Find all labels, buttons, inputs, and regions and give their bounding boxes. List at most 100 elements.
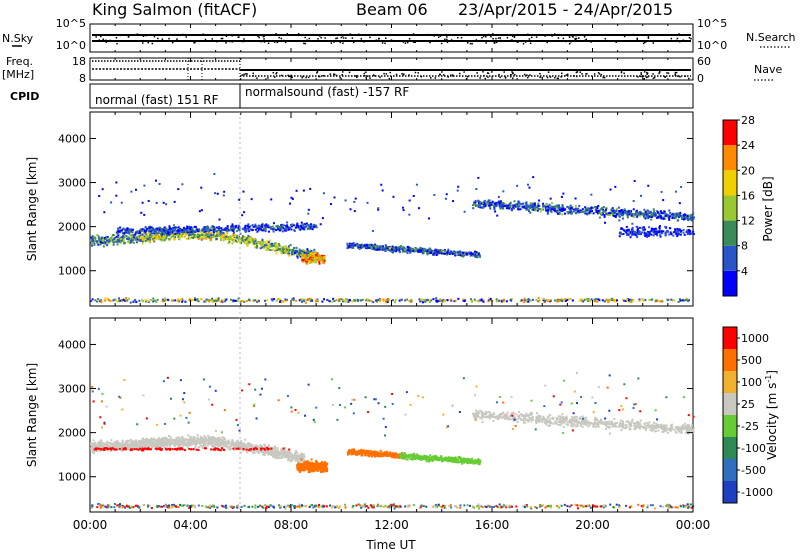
data-cell bbox=[482, 206, 485, 209]
data-cell bbox=[346, 242, 349, 245]
data-cell bbox=[259, 247, 262, 250]
data-cell bbox=[123, 233, 126, 236]
data-cell bbox=[235, 230, 238, 233]
data-cell bbox=[456, 250, 459, 253]
data-cell bbox=[274, 245, 277, 248]
data-cell bbox=[557, 204, 560, 207]
noise-mark bbox=[674, 40, 677, 42]
data-cell bbox=[220, 235, 223, 238]
data-cell bbox=[128, 230, 131, 233]
data-cell bbox=[507, 204, 510, 207]
data-cell bbox=[140, 211, 143, 214]
data-cell bbox=[406, 298, 409, 301]
data-cell bbox=[93, 236, 96, 239]
data-cell bbox=[632, 233, 635, 236]
data-cell bbox=[636, 214, 639, 217]
data-cell bbox=[620, 208, 623, 211]
noise-mark bbox=[514, 73, 516, 76]
data-cell bbox=[251, 237, 254, 240]
noise-mark bbox=[151, 42, 154, 45]
data-cell bbox=[374, 243, 377, 246]
data-cell bbox=[279, 299, 282, 302]
data-cell bbox=[399, 298, 402, 301]
data-cell bbox=[249, 225, 252, 228]
data-cell bbox=[347, 245, 350, 248]
data-cell bbox=[648, 226, 651, 229]
data-cell bbox=[217, 442, 220, 445]
noise-mark bbox=[305, 76, 307, 79]
data-cell bbox=[371, 230, 374, 233]
data-cell bbox=[616, 207, 619, 210]
noise-mark bbox=[557, 37, 560, 39]
data-cell bbox=[666, 214, 669, 217]
data-cell bbox=[448, 252, 451, 255]
data-cell bbox=[656, 230, 659, 233]
data-cell bbox=[406, 247, 409, 250]
noise-mark bbox=[620, 71, 623, 74]
data-cell bbox=[653, 214, 656, 217]
data-cell bbox=[682, 214, 685, 217]
data-cell bbox=[353, 200, 356, 203]
noise-mark bbox=[482, 35, 485, 38]
data-cell bbox=[648, 215, 651, 218]
noise-mark bbox=[390, 39, 393, 41]
data-cell bbox=[281, 453, 284, 456]
noise-mark bbox=[157, 37, 159, 40]
data-cell bbox=[194, 236, 197, 239]
data-cell bbox=[306, 250, 309, 253]
data-cell bbox=[256, 227, 259, 230]
data-cell bbox=[225, 298, 228, 301]
data-cell bbox=[376, 299, 379, 302]
data-cell bbox=[303, 251, 306, 254]
data-cell bbox=[194, 225, 197, 228]
data-cell bbox=[106, 244, 109, 247]
noise-mark bbox=[658, 72, 660, 75]
data-cell bbox=[469, 254, 472, 257]
data-cell bbox=[105, 239, 108, 242]
data-cell bbox=[603, 300, 606, 303]
data-cell bbox=[509, 201, 512, 204]
data-cell bbox=[622, 211, 625, 214]
data-cell bbox=[573, 208, 576, 211]
data-cell bbox=[152, 300, 155, 303]
data-cell bbox=[177, 230, 180, 233]
data-cell bbox=[226, 237, 229, 240]
data-cell bbox=[609, 188, 612, 191]
data-cell bbox=[493, 202, 496, 205]
data-cell bbox=[164, 230, 167, 233]
data-cell bbox=[559, 209, 562, 212]
noise-mark bbox=[349, 33, 352, 35]
data-cell bbox=[398, 250, 401, 253]
data-cell bbox=[176, 299, 179, 302]
data-cell bbox=[581, 208, 584, 211]
data-cell bbox=[269, 227, 272, 230]
data-cell bbox=[413, 250, 416, 253]
data-cell bbox=[662, 217, 665, 220]
data-cell bbox=[177, 442, 180, 445]
data-cell bbox=[181, 300, 184, 303]
data-cell bbox=[542, 299, 545, 302]
data-cell bbox=[402, 209, 405, 212]
data-cell bbox=[100, 239, 103, 242]
data-cell bbox=[454, 299, 457, 302]
data-cell bbox=[151, 226, 154, 229]
data-cell bbox=[217, 234, 220, 237]
data-cell bbox=[135, 241, 138, 244]
data-cell bbox=[655, 232, 658, 235]
data-cell bbox=[198, 235, 201, 238]
data-cell bbox=[134, 233, 137, 236]
data-cell bbox=[183, 228, 186, 231]
data-cell bbox=[129, 445, 132, 448]
data-cell bbox=[323, 298, 326, 301]
data-cell bbox=[529, 211, 532, 214]
data-cell bbox=[136, 238, 139, 241]
data-cell bbox=[101, 188, 104, 191]
data-cell bbox=[540, 208, 543, 211]
data-cell bbox=[279, 249, 282, 252]
data-cell bbox=[498, 201, 501, 204]
noise-mark bbox=[341, 74, 343, 76]
data-cell bbox=[204, 441, 207, 444]
data-cell bbox=[125, 235, 128, 238]
noise-mark bbox=[412, 33, 415, 35]
noise-mark bbox=[529, 74, 531, 76]
